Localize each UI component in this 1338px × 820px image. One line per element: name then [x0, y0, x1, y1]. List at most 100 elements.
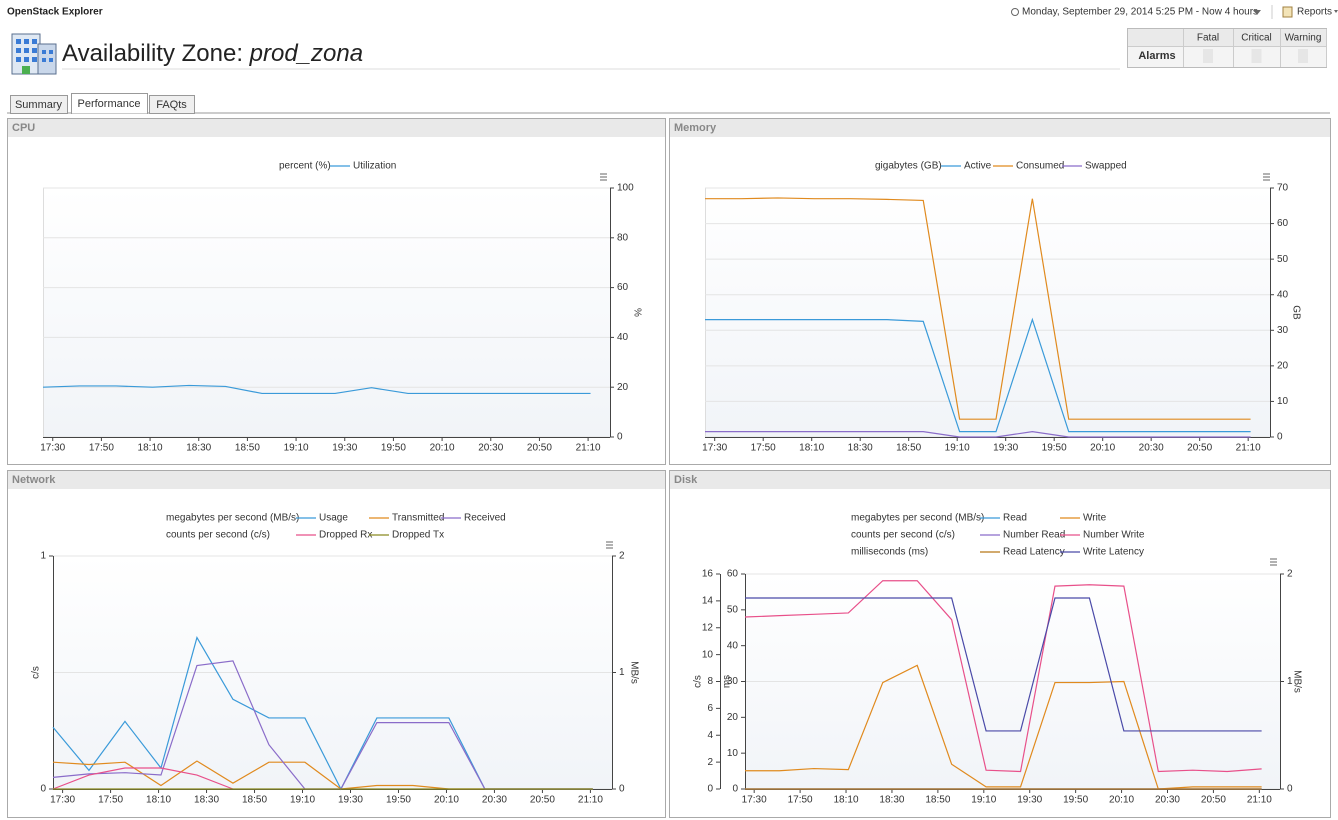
legend-label[interactable]: Write [1083, 513, 1107, 524]
tab[interactable] [149, 95, 195, 114]
y-tick-label: 0 [40, 784, 46, 795]
x-tick-label: 19:10 [290, 795, 315, 806]
tab[interactable] [10, 95, 68, 114]
x-tick-label: 20:30 [478, 443, 503, 454]
y-tick-label: 2 [619, 551, 625, 562]
y-tick-label: 2 [1287, 569, 1293, 580]
x-tick-label: 20:50 [527, 443, 552, 454]
legend-label[interactable]: Swapped [1085, 161, 1127, 172]
tab-label[interactable]: FAQts [156, 99, 187, 111]
x-tick-label: 18:50 [242, 795, 267, 806]
alarm-count-cell[interactable] [1298, 49, 1308, 63]
x-tick-label: 21:10 [576, 443, 601, 454]
x-tick-label: 20:10 [1090, 443, 1115, 454]
panel-header [670, 119, 1330, 137]
x-tick-label: 19:30 [1017, 795, 1042, 806]
legend-label[interactable]: Received [464, 513, 506, 524]
x-tick-label: 19:50 [1063, 795, 1088, 806]
legend-unit: megabytes per second (MB/s) [851, 513, 984, 524]
legend-label[interactable]: Number Read [1003, 530, 1065, 541]
x-tick-label: 19:50 [1042, 443, 1067, 454]
series-line [744, 580, 1262, 773]
x-tick-label: 18:10 [146, 795, 171, 806]
legend-label[interactable]: Usage [319, 513, 348, 524]
y-tick-label: 40 [727, 640, 739, 651]
clock-icon [1011, 8, 1019, 16]
y-tick-label: 40 [1277, 289, 1289, 300]
y-tick-label: 10 [727, 748, 739, 759]
x-tick-label: 20:30 [1155, 795, 1180, 806]
y-tick-label: 100 [617, 183, 634, 194]
reports-link[interactable]: Reports [1297, 7, 1332, 18]
legend-label[interactable]: Write Latency [1083, 547, 1144, 558]
x-tick-label: 21:10 [1236, 443, 1261, 454]
x-tick-label: 21:10 [578, 795, 603, 806]
alarm-count-cell[interactable] [1251, 49, 1262, 63]
alarms-header [1128, 29, 1326, 46]
page-title: Availability Zone: prod_zona [62, 40, 363, 67]
y-tick-label: 30 [727, 676, 739, 687]
plot-area [43, 188, 610, 437]
x-tick-label: 19:10 [971, 795, 996, 806]
y-tick-label: 20 [727, 712, 739, 723]
x-tick-label: 21:10 [1247, 795, 1272, 806]
x-tick-label: 17:50 [751, 443, 776, 454]
x-tick-label: 17:50 [89, 443, 114, 454]
y-tick-label: 4 [707, 730, 713, 741]
y-tick-label: 1 [1287, 676, 1293, 687]
panel-title: CPU [12, 122, 35, 134]
alarm-count-cell[interactable] [1203, 49, 1213, 63]
legend-label[interactable]: Read Latency [1003, 547, 1065, 558]
legend-label[interactable]: Read [1003, 513, 1027, 524]
legend-label[interactable]: Consumed [1016, 161, 1064, 172]
tab-label[interactable]: Summary [15, 99, 63, 111]
x-tick-label: 20:30 [1139, 443, 1164, 454]
dropdown-arrow [1334, 10, 1338, 13]
alarms-column-header: Critical [1241, 33, 1272, 44]
legend-label[interactable]: Dropped Tx [392, 530, 444, 541]
y-tick-label: 30 [1277, 325, 1289, 336]
legend-label[interactable]: Utilization [353, 161, 396, 172]
y-tick-label: 10 [702, 649, 714, 660]
y-tick-label: 50 [1277, 254, 1289, 265]
legend-label[interactable]: Dropped Rx [319, 530, 372, 541]
x-tick-label: 20:50 [530, 795, 555, 806]
time-range[interactable]: Monday, September 29, 2014 5:25 PM - Now… [1022, 7, 1258, 18]
x-tick-label: 18:30 [848, 443, 873, 454]
x-tick-label: 18:50 [235, 443, 260, 454]
x-tick-label: 20:30 [482, 795, 507, 806]
x-tick-label: 17:30 [50, 795, 75, 806]
legend-label[interactable]: Transmitted [392, 513, 444, 524]
y-tick-label: 60 [1277, 218, 1289, 229]
y-tick-label: 40 [617, 332, 629, 343]
x-tick-label: 19:30 [993, 443, 1018, 454]
legend-unit: counts per second (c/s) [166, 530, 270, 541]
legend-label[interactable]: Number Write [1083, 530, 1145, 541]
y-tick-label: 60 [617, 282, 629, 293]
legend-unit: gigabytes (GB) [875, 161, 942, 172]
y-tick-label: 1 [619, 667, 625, 678]
y-tick-label: 20 [617, 382, 629, 393]
y-tick-label: 0 [707, 784, 713, 795]
y-axis-label: ms [722, 675, 733, 688]
panel-header [8, 471, 665, 489]
time-range-control[interactable]: Monday, September 29, 2014 5:25 PM - Now… [1011, 7, 1262, 18]
y-tick-label: 1 [40, 551, 46, 562]
tab-label[interactable]: Performance [78, 98, 141, 110]
y-axis-label: GB [1290, 305, 1301, 320]
alarms-column-header: Warning [1285, 33, 1322, 44]
x-tick-label: 19:50 [381, 443, 406, 454]
alarms-row-label: Alarms [1138, 50, 1175, 62]
y-tick-label: 10 [1277, 396, 1289, 407]
reports-control[interactable]: Reports [1282, 6, 1338, 18]
x-tick-label: 18:50 [896, 443, 921, 454]
series-line [705, 197, 1251, 420]
legend-unit: percent (%) [279, 161, 331, 172]
title-name: prod_zona [249, 40, 363, 67]
y-tick-label: 70 [1277, 183, 1289, 194]
panel-header [8, 119, 665, 137]
y-axis-label: MB/s [1291, 670, 1302, 693]
legend-label[interactable]: Active [964, 161, 992, 172]
panel-title: Disk [674, 474, 698, 486]
